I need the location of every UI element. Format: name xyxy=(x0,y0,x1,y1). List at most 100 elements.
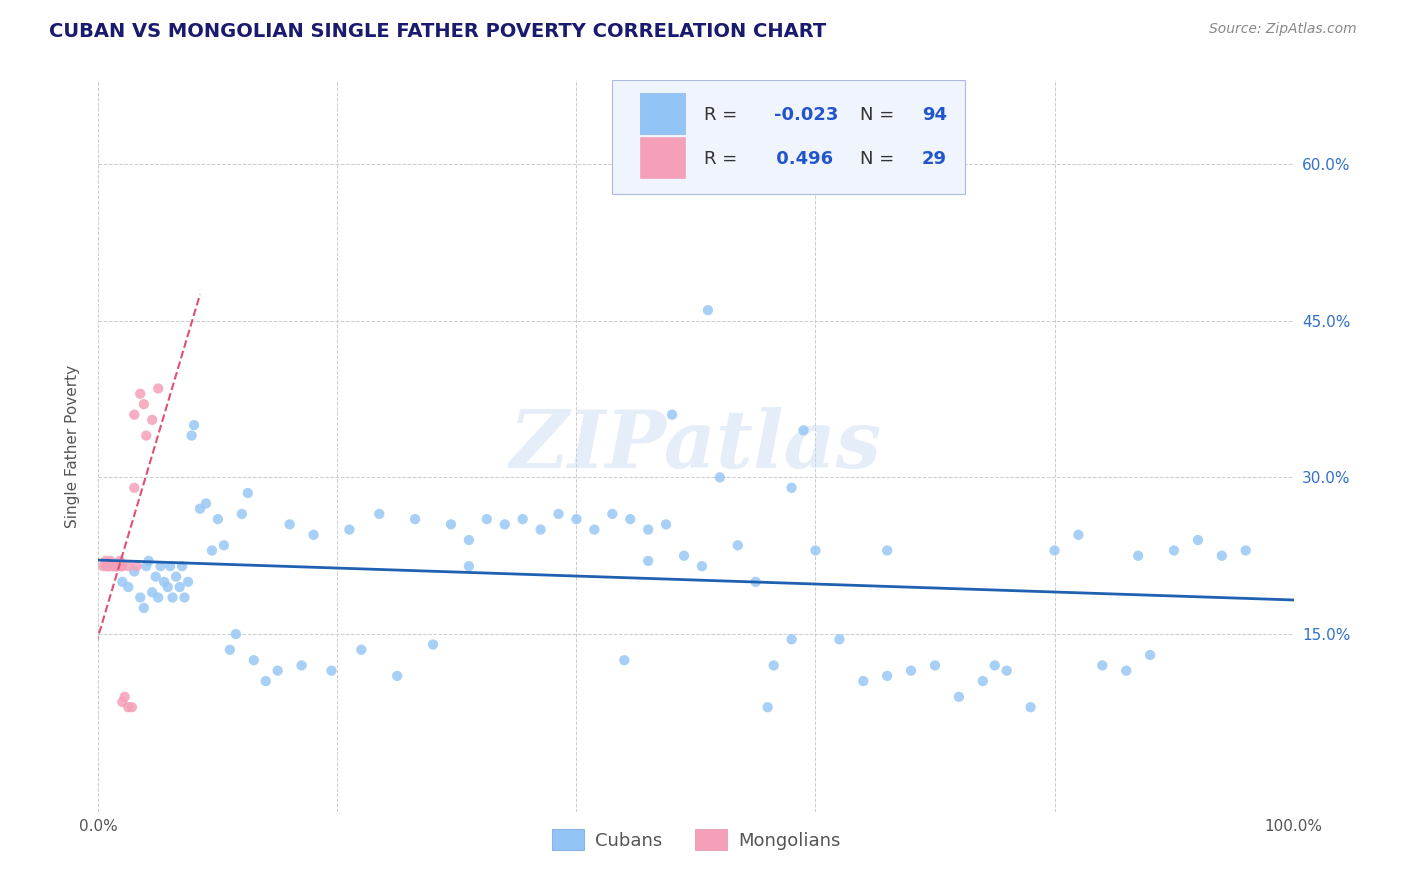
Point xyxy=(512,512,534,526)
Point xyxy=(94,554,117,568)
Point xyxy=(385,669,409,683)
Point xyxy=(107,559,129,574)
Point xyxy=(138,554,160,568)
Point xyxy=(690,559,713,574)
Point xyxy=(673,549,696,563)
Point xyxy=(162,591,184,605)
Point xyxy=(619,512,641,526)
Point xyxy=(173,591,195,605)
Point xyxy=(124,565,146,579)
Point xyxy=(117,580,139,594)
Point xyxy=(924,658,946,673)
Point xyxy=(183,418,205,433)
Point xyxy=(145,569,167,583)
Point xyxy=(1163,543,1185,558)
Point xyxy=(101,559,124,574)
Point xyxy=(1234,543,1257,558)
Point xyxy=(458,533,481,547)
Point xyxy=(111,559,134,574)
Point xyxy=(125,559,148,574)
Point xyxy=(212,538,235,552)
Point xyxy=(132,601,155,615)
Point xyxy=(972,674,994,689)
Point xyxy=(104,559,127,574)
Point xyxy=(172,559,194,574)
Point xyxy=(91,559,114,574)
Text: ZIPatlas: ZIPatlas xyxy=(510,408,882,484)
Point xyxy=(828,632,851,647)
Point xyxy=(201,543,224,558)
Point xyxy=(780,632,803,647)
Text: N =: N = xyxy=(859,105,900,124)
Point xyxy=(117,700,139,714)
Point xyxy=(96,559,118,574)
Point xyxy=(709,470,731,484)
Point xyxy=(97,559,120,574)
Text: N =: N = xyxy=(859,150,900,168)
Point xyxy=(278,517,301,532)
Point xyxy=(565,512,588,526)
Point xyxy=(135,428,157,442)
Point xyxy=(613,653,636,667)
Point xyxy=(876,543,898,558)
Point xyxy=(1091,658,1114,673)
Point xyxy=(339,523,361,537)
Point xyxy=(207,512,229,526)
Point xyxy=(243,653,266,667)
Point xyxy=(156,580,179,594)
Point xyxy=(756,700,779,714)
Point xyxy=(148,382,170,396)
Text: 29: 29 xyxy=(922,150,946,168)
Point xyxy=(267,664,290,678)
Point xyxy=(697,303,720,318)
Point xyxy=(291,658,314,673)
Point xyxy=(98,559,121,574)
Point xyxy=(995,664,1018,678)
Point xyxy=(188,501,211,516)
Point xyxy=(108,559,131,574)
Point xyxy=(141,585,163,599)
Bar xyxy=(640,94,685,134)
Point xyxy=(745,574,768,589)
Point xyxy=(1128,549,1150,563)
Text: 94: 94 xyxy=(922,105,946,124)
Point xyxy=(350,642,373,657)
Point xyxy=(422,638,444,652)
Point xyxy=(368,507,391,521)
Point xyxy=(602,507,624,521)
Point xyxy=(121,700,143,714)
Point xyxy=(165,569,187,583)
Point xyxy=(231,507,253,521)
Point xyxy=(135,559,157,574)
Text: 0.496: 0.496 xyxy=(770,150,834,168)
Point xyxy=(876,669,898,683)
Point xyxy=(804,543,827,558)
Point xyxy=(1115,664,1137,678)
Point xyxy=(254,674,277,689)
Point xyxy=(110,559,132,574)
Point xyxy=(159,559,181,574)
Point xyxy=(98,554,122,568)
Point xyxy=(117,559,139,574)
Text: R =: R = xyxy=(704,150,744,168)
Point xyxy=(1067,528,1090,542)
Point xyxy=(655,517,678,532)
Point xyxy=(141,413,163,427)
Point xyxy=(153,574,176,589)
Point xyxy=(225,627,247,641)
Point xyxy=(948,690,970,704)
Point xyxy=(219,642,242,657)
Point xyxy=(236,486,259,500)
Point xyxy=(762,658,785,673)
Point xyxy=(148,591,170,605)
Point xyxy=(1043,543,1066,558)
Point xyxy=(793,423,815,437)
Point xyxy=(111,574,134,589)
Point xyxy=(101,559,124,574)
Point xyxy=(727,538,749,552)
Point xyxy=(111,695,134,709)
Text: CUBAN VS MONGOLIAN SINGLE FATHER POVERTY CORRELATION CHART: CUBAN VS MONGOLIAN SINGLE FATHER POVERTY… xyxy=(49,22,827,41)
Point xyxy=(177,574,200,589)
Point xyxy=(900,664,922,678)
Point xyxy=(780,481,803,495)
